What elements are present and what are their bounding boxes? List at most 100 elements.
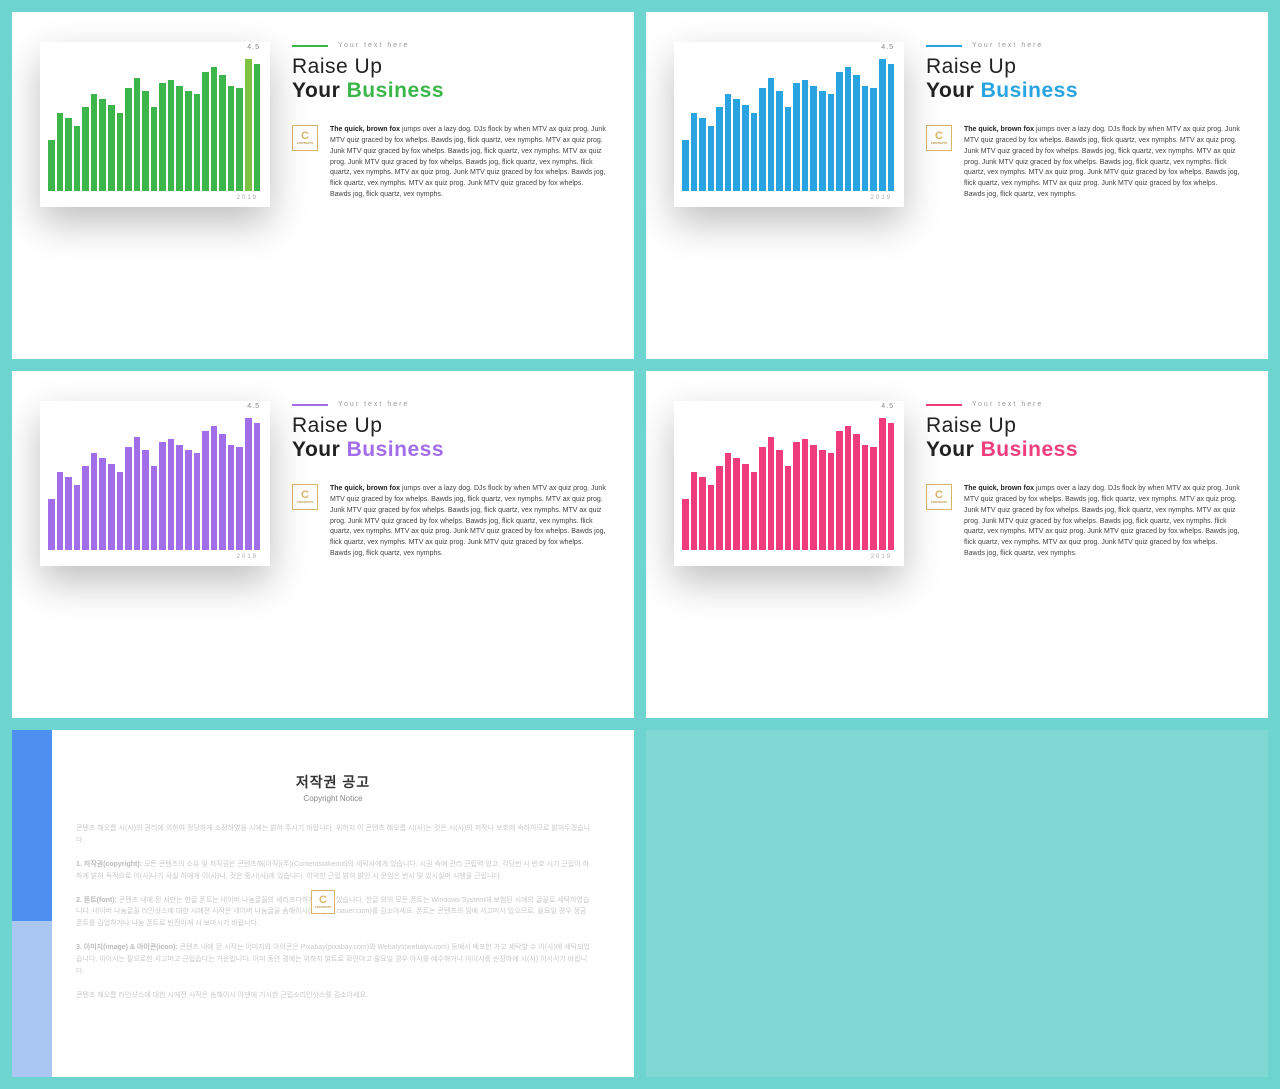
bar: [862, 445, 869, 550]
year-label: 2019: [48, 550, 260, 562]
logo-icon: C CONTENTS: [311, 890, 335, 914]
title-line2: Your Business: [926, 79, 1240, 103]
copyright-p3-label: 2. 폰트(font):: [76, 897, 117, 904]
bar: [168, 80, 175, 191]
bar: [810, 86, 817, 191]
bar: [870, 88, 877, 191]
year-label: 2019: [682, 550, 894, 562]
chart-area: 4.5 2019: [674, 401, 904, 688]
slide-inner: 4.5 2019 Your text here Raise Up Your Bu…: [646, 12, 1268, 359]
bar: [57, 472, 64, 550]
bar: [236, 88, 243, 191]
body-text: The quick, brown fox jumps over a lazy d…: [330, 484, 606, 560]
bar: [699, 118, 706, 191]
pretitle-row: Your text here: [926, 401, 1240, 408]
logo-sub: CONTENTS: [315, 906, 332, 909]
peak-label: 4.5: [881, 44, 894, 51]
bar: [888, 423, 895, 550]
bar: [776, 91, 783, 191]
bar: [236, 447, 243, 550]
pretitle: Your text here: [338, 401, 409, 408]
title-line1: Raise Up: [926, 414, 1240, 438]
pretitle: Your text here: [972, 42, 1043, 49]
bar: [802, 80, 809, 191]
copyright-p4: 3. 이미지(image) & 아이콘(icon): 콘텐츠 내에 된 시작는 …: [76, 942, 590, 978]
bar: [836, 431, 843, 550]
bar: [48, 140, 55, 191]
body-lead: The quick, brown fox: [964, 126, 1034, 133]
bar: [879, 59, 886, 191]
peak-label: 4.5: [247, 44, 260, 51]
bar: [117, 113, 124, 191]
chart-box: 4.5 2019: [674, 401, 904, 566]
text-side: Your text here Raise Up Your Business C …: [292, 42, 606, 329]
bar: [768, 78, 775, 191]
text-side: Your text here Raise Up Your Business C …: [926, 401, 1240, 688]
bar: [819, 91, 826, 191]
accent-line: [292, 404, 328, 406]
body-lead: The quick, brown fox: [330, 126, 400, 133]
title-line1: Raise Up: [292, 414, 606, 438]
bar-chart: [48, 415, 260, 550]
title-bold: Your: [292, 79, 340, 102]
bar-chart: [682, 415, 894, 550]
bar: [151, 466, 158, 550]
bar: [99, 458, 106, 550]
bar: [211, 426, 218, 550]
bar: [793, 83, 800, 191]
copyright-p2-label: 1. 저작권(copyright):: [76, 861, 142, 868]
body-row: C CONTENTS The quick, brown fox jumps ov…: [292, 484, 606, 560]
bar: [65, 477, 72, 550]
bar: [125, 447, 132, 550]
body-lead: The quick, brown fox: [330, 485, 400, 492]
title-line2: Your Business: [292, 438, 606, 462]
body-row: C CONTENTS The quick, brown fox jumps ov…: [926, 484, 1240, 560]
body-lead: The quick, brown fox: [964, 485, 1034, 492]
copyright-body: 저작권 공고 Copyright Notice 콘텐츠 해오름 시(사)의 권리…: [12, 730, 634, 1077]
chart-area: 4.5 2019: [674, 42, 904, 329]
bar: [853, 75, 860, 191]
copyright-p2: 1. 저작권(copyright): 모든 콘텐츠의 소유 및 저작권은 콘텐츠…: [76, 859, 590, 883]
bar: [82, 107, 89, 191]
slide-copyright: 저작권 공고 Copyright Notice 콘텐츠 해오름 시(사)의 권리…: [12, 730, 634, 1077]
bar: [151, 107, 158, 191]
copyright-title-ko: 저작권 공고: [76, 772, 590, 792]
bar: [194, 94, 201, 191]
bar: [879, 418, 886, 550]
bar: [254, 423, 261, 550]
slide-pink: 4.5 2019 Your text here Raise Up Your Bu…: [646, 371, 1268, 718]
year-label: 2019: [48, 191, 260, 203]
bar: [194, 453, 201, 550]
bar: [742, 105, 749, 191]
bar: [733, 99, 740, 191]
title-line2: Your Business: [926, 438, 1240, 462]
bar: [228, 445, 235, 550]
bar: [776, 450, 783, 550]
copyright-p5: 콘텐츠 해오름 러인샷스에 대한 시에전 시작은 솜해이시 아덴에 기시한 근립…: [76, 990, 590, 1002]
body-text: The quick, brown fox jumps over a lazy d…: [964, 125, 1240, 201]
bar: [853, 434, 860, 550]
title-bold: Your: [926, 79, 974, 102]
copyright-p4-label: 3. 이미지(image) & 아이콘(icon):: [76, 944, 178, 951]
pretitle: Your text here: [972, 401, 1043, 408]
accent-line: [292, 45, 328, 47]
bar: [57, 113, 64, 191]
copyright-title-en: Copyright Notice: [76, 794, 590, 803]
slide-inner: 4.5 2019 Your text here Raise Up Your Bu…: [12, 371, 634, 718]
body-text: The quick, brown fox jumps over a lazy d…: [330, 125, 606, 201]
bar: [82, 466, 89, 550]
bar: [134, 437, 141, 550]
accent-line: [926, 404, 962, 406]
bar: [691, 113, 698, 191]
bar: [733, 458, 740, 550]
bar: [91, 94, 98, 191]
bar: [211, 67, 218, 191]
bar: [759, 88, 766, 191]
bar: [836, 72, 843, 191]
bar: [819, 450, 826, 550]
bar: [810, 445, 817, 550]
bar: [185, 91, 192, 191]
bar: [134, 78, 141, 191]
title-bold: Your: [926, 438, 974, 461]
bar: [845, 426, 852, 550]
